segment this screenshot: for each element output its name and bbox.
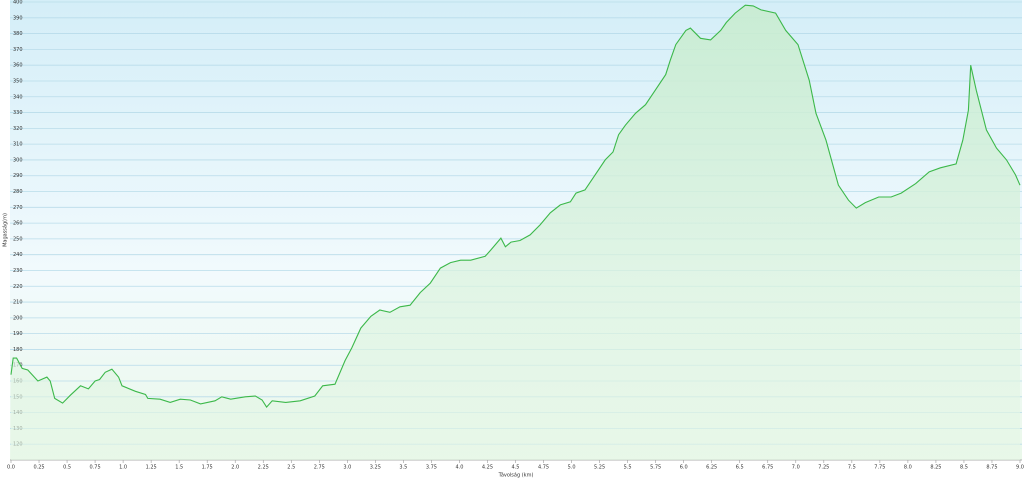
x-tick-label: 1.25 [146,465,157,471]
x-tick-label: 6.0 [680,465,688,471]
x-tick-label: 8.5 [960,465,968,471]
x-tick-label: 5.0 [568,465,576,471]
x-tick-label: 0.0 [7,465,15,471]
x-tick-label: 2.25 [258,465,269,471]
y-tick-label: 250 [13,236,23,242]
y-tick-label: 290 [13,173,23,179]
y-tick-label: 260 [13,221,23,227]
x-tick-label: 2.0 [231,465,239,471]
x-tick-label: 3.75 [426,465,437,471]
y-tick-label: 230 [13,268,23,274]
y-tick-label: 400 [13,0,23,6]
x-tick-label: 1.75 [202,465,213,471]
y-tick-label: 220 [13,284,23,290]
y-tick-label: 210 [13,300,23,306]
x-tick-label: 8.25 [930,465,941,471]
x-tick-label: 6.5 [736,465,744,471]
x-tick-label: 0.75 [90,465,101,471]
x-tick-label: 5.5 [624,465,632,471]
x-tick-label: 7.25 [818,465,829,471]
y-tick-label: 310 [13,142,23,148]
y-tick-label: 380 [13,31,23,37]
y-tick-label: 330 [13,110,23,116]
x-axis-label: Távolság (km) [498,472,534,479]
y-axis-label: Magasság(m) [2,213,9,247]
x-tick-label: 9.0 [1016,465,1024,471]
x-tick-label: 5.75 [650,465,661,471]
y-tick-label: 180 [13,347,23,353]
x-tick-label: 3.0 [343,465,351,471]
y-tick-label: 280 [13,189,23,195]
x-tick-label: 3.5 [399,465,407,471]
y-tick-label: 360 [13,63,23,69]
x-tick-label: 1.0 [119,465,127,471]
x-tick-label: 6.25 [706,465,717,471]
x-tick-label: 4.25 [482,465,493,471]
y-tick-label: 240 [13,252,23,258]
x-tick-label: 7.75 [874,465,885,471]
y-tick-label: 370 [13,47,23,53]
x-tick-label: 2.75 [314,465,325,471]
y-tick-label: 320 [13,126,23,132]
elevation-area [11,5,1020,460]
x-tick-label: 3.25 [370,465,381,471]
x-tick-label: 7.0 [792,465,800,471]
x-tick-label: 0.5 [63,465,71,471]
x-tick-label: 8.75 [986,465,997,471]
x-tick-label: 5.25 [594,465,605,471]
y-tick-label: 270 [13,205,23,211]
x-tick-label: 1.5 [175,465,183,471]
y-tick-label: 300 [13,157,23,163]
x-tick-label: 4.0 [455,465,463,471]
x-tick-label: 6.75 [762,465,773,471]
elevation-line [10,4,1021,409]
x-tick-label: 8.0 [904,465,912,471]
y-tick-label: 340 [13,94,23,100]
y-tick-label: 350 [13,78,23,84]
x-tick-label: 7.5 [848,465,856,471]
y-tick-label: 200 [13,315,23,321]
x-tick-label: 4.75 [538,465,549,471]
x-tick-label: 2.5 [287,465,295,471]
x-tick-label: 4.5 [512,465,520,471]
x-tick-label: 0.25 [33,465,44,471]
y-tick-label: 390 [13,15,23,21]
y-tick-label: 190 [13,331,23,337]
